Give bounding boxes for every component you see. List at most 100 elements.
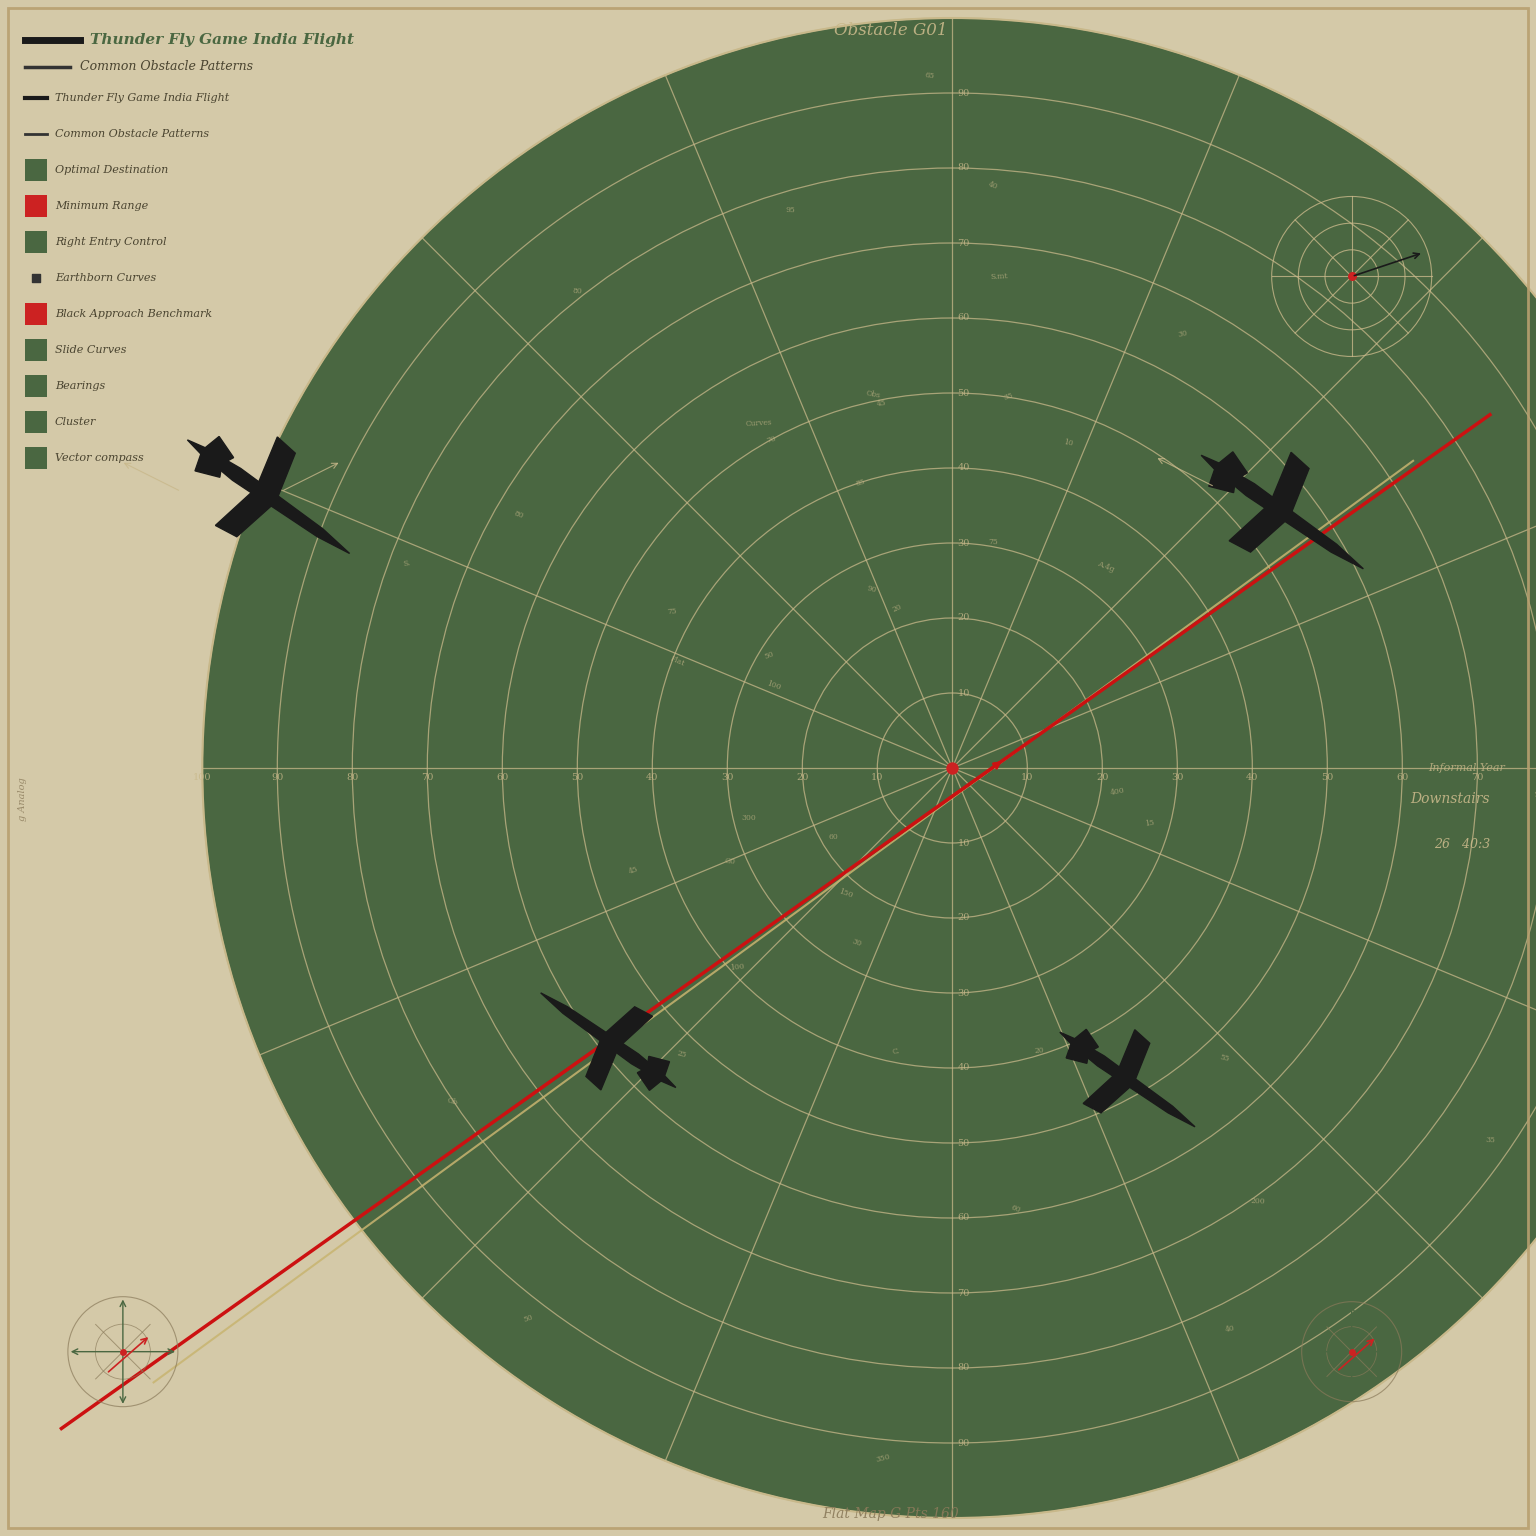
Polygon shape xyxy=(541,992,676,1087)
Text: G0: G0 xyxy=(723,857,736,866)
Text: Flat Map G Pts 160: Flat Map G Pts 160 xyxy=(822,1507,960,1521)
Polygon shape xyxy=(1217,452,1247,479)
Text: 60: 60 xyxy=(496,773,508,782)
Text: 35: 35 xyxy=(1003,392,1015,402)
Polygon shape xyxy=(187,439,350,553)
Text: 10: 10 xyxy=(1063,438,1074,449)
Text: 5: 5 xyxy=(1533,791,1536,799)
Text: 80: 80 xyxy=(573,287,582,296)
Text: 90: 90 xyxy=(957,1439,969,1447)
Text: 40: 40 xyxy=(1224,1324,1236,1335)
Text: 400: 400 xyxy=(1109,786,1124,797)
Text: 70: 70 xyxy=(957,238,969,247)
Text: 50: 50 xyxy=(763,650,776,660)
Text: Thunder Fly Game India Flight: Thunder Fly Game India Flight xyxy=(55,94,229,103)
Text: 70: 70 xyxy=(421,773,433,782)
Polygon shape xyxy=(1066,1041,1089,1063)
Text: 80: 80 xyxy=(346,773,358,782)
Text: 45: 45 xyxy=(628,865,639,876)
Text: 20: 20 xyxy=(796,773,808,782)
Polygon shape xyxy=(1209,465,1235,493)
Text: 50: 50 xyxy=(571,773,584,782)
Text: 30: 30 xyxy=(957,539,969,547)
Text: Cluster: Cluster xyxy=(55,416,97,427)
Polygon shape xyxy=(602,1006,653,1048)
Polygon shape xyxy=(1117,1029,1150,1084)
Text: 60: 60 xyxy=(829,834,839,842)
Polygon shape xyxy=(257,436,295,502)
Text: 100: 100 xyxy=(194,773,212,782)
Point xyxy=(23,266,48,290)
Text: 70: 70 xyxy=(957,1289,969,1298)
Text: Flat: Flat xyxy=(670,654,687,668)
Text: 10: 10 xyxy=(957,688,969,697)
Text: g Analog: g Analog xyxy=(18,777,28,820)
Text: 60: 60 xyxy=(957,1213,969,1223)
Polygon shape xyxy=(637,1068,664,1091)
Text: Gb: Gb xyxy=(445,1097,459,1107)
Text: Obs: Obs xyxy=(865,389,882,399)
Polygon shape xyxy=(215,488,276,536)
Text: Obstacle G01: Obstacle G01 xyxy=(834,22,948,38)
Text: 26   40:3: 26 40:3 xyxy=(1433,839,1490,851)
Text: 30: 30 xyxy=(851,937,863,948)
Text: C.: C. xyxy=(891,1046,900,1055)
FancyBboxPatch shape xyxy=(25,375,48,396)
Text: 50: 50 xyxy=(957,389,969,398)
Circle shape xyxy=(203,18,1536,1518)
Text: 100: 100 xyxy=(730,963,745,972)
Text: A.4g: A.4g xyxy=(1095,559,1115,573)
Text: Minimum Range: Minimum Range xyxy=(55,201,149,210)
FancyBboxPatch shape xyxy=(25,412,48,433)
Text: 20: 20 xyxy=(957,914,969,923)
Text: 50: 50 xyxy=(957,1138,969,1147)
Text: 60: 60 xyxy=(1396,773,1409,782)
Text: 60: 60 xyxy=(957,313,969,323)
Polygon shape xyxy=(1083,1072,1134,1114)
FancyBboxPatch shape xyxy=(25,160,48,181)
Text: 20: 20 xyxy=(891,602,903,614)
Text: 85: 85 xyxy=(854,478,866,488)
Text: 15: 15 xyxy=(1144,819,1155,828)
Text: 80: 80 xyxy=(513,510,524,521)
Text: Vector compass: Vector compass xyxy=(55,453,144,462)
Text: 50: 50 xyxy=(522,1313,535,1324)
Text: Downstairs: Downstairs xyxy=(1410,791,1490,806)
Text: 70: 70 xyxy=(1471,773,1484,782)
Text: 70: 70 xyxy=(765,435,777,445)
Polygon shape xyxy=(585,1035,619,1091)
Text: 50: 50 xyxy=(1321,773,1333,782)
Text: Right Entry Control: Right Entry Control xyxy=(55,237,166,247)
Polygon shape xyxy=(1060,1032,1195,1127)
Text: 300: 300 xyxy=(742,814,756,822)
Text: 30: 30 xyxy=(1170,773,1184,782)
Text: 10: 10 xyxy=(957,839,969,848)
Text: 30: 30 xyxy=(1177,329,1189,339)
Text: 10: 10 xyxy=(871,773,883,782)
Text: 95: 95 xyxy=(786,206,796,214)
Point xyxy=(1339,264,1364,289)
Text: 75: 75 xyxy=(667,607,677,616)
Polygon shape xyxy=(1270,452,1309,518)
Text: Earthborn Curves: Earthborn Curves xyxy=(55,273,157,283)
Text: Common Obstacle Patterns: Common Obstacle Patterns xyxy=(55,129,209,138)
Text: 80: 80 xyxy=(957,1364,969,1373)
Polygon shape xyxy=(203,436,233,464)
Text: 30: 30 xyxy=(957,989,969,997)
Text: 90: 90 xyxy=(272,773,284,782)
Text: 60: 60 xyxy=(1009,1203,1021,1215)
Text: Thunder Fly Game India Flight: Thunder Fly Game India Flight xyxy=(91,32,353,48)
Text: 200: 200 xyxy=(1250,1197,1266,1206)
Text: 150: 150 xyxy=(837,888,854,900)
Text: 90: 90 xyxy=(957,89,969,97)
Text: 40: 40 xyxy=(957,1063,969,1072)
Polygon shape xyxy=(1229,504,1290,551)
Point xyxy=(111,1339,135,1364)
Text: 40: 40 xyxy=(988,180,998,190)
FancyBboxPatch shape xyxy=(25,339,48,361)
Text: Common Obstacle Patterns: Common Obstacle Patterns xyxy=(80,60,253,74)
Text: Slide Curves: Slide Curves xyxy=(55,346,126,355)
Text: 75: 75 xyxy=(988,538,998,547)
Text: 35: 35 xyxy=(1485,1137,1495,1144)
Point xyxy=(1339,1339,1364,1364)
